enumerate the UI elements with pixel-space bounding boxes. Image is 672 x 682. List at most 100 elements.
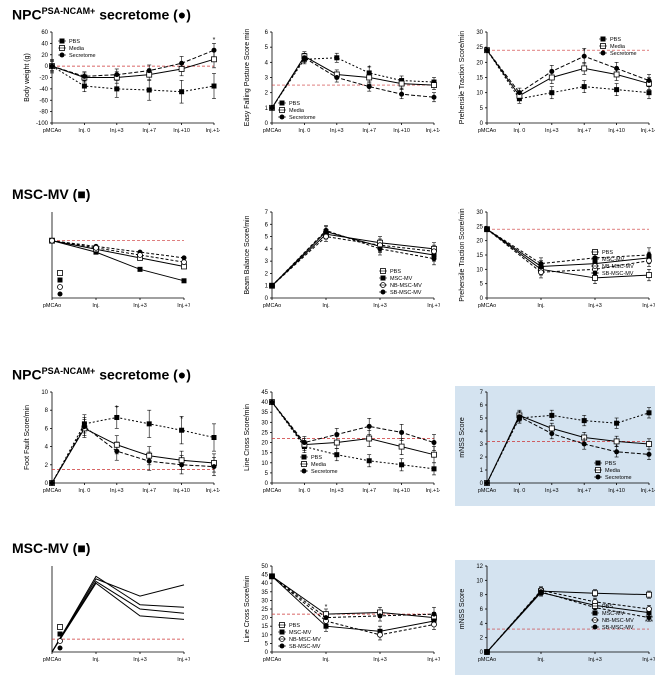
svg-text:Inj.+3: Inj.+3 [545,488,559,494]
svg-text:Inj.+7: Inj.+7 [142,488,156,494]
svg-text:6: 6 [265,30,269,36]
svg-text:Inj.+3: Inj.+3 [110,488,124,494]
svg-text:Inj. 0: Inj. 0 [298,488,310,494]
svg-text:30: 30 [476,30,483,36]
chart-r4c1: pMCAoInj.Inj.+3Inj.+7 [20,560,190,675]
chart-r3c3: 01234567pMCAoInj. 0Inj.+3Inj.+7Inj.+10In… [455,386,655,506]
svg-text:0: 0 [265,296,269,302]
chart-r4c2: 05101520253035404550pMCAoInj.Inj.+3Inj.+… [240,560,440,675]
svg-text:Inj.+3: Inj.+3 [133,657,147,663]
svg-text:Media: Media [610,44,626,50]
svg-text:25: 25 [261,607,268,613]
svg-text:Media: Media [289,108,305,114]
svg-text:6: 6 [265,222,269,228]
row1-title: NPCPSA-NCAM+ secretome (●) [12,6,191,23]
row3-title: NPCPSA-NCAM+ secretome (●) [12,366,191,383]
svg-text:pMCAo: pMCAo [263,128,281,134]
chart-svg: 051015202530pMCAoInj.Inj.+3Inj.+7Prehens… [455,206,655,316]
svg-text:Media: Media [605,468,621,474]
svg-text:Secretome: Secretome [605,475,632,481]
svg-text:Inj.+3: Inj.+3 [373,303,387,309]
svg-text:Inj.+7: Inj.+7 [427,657,440,663]
svg-text:Inj.+3: Inj.+3 [588,657,602,663]
chart-svg: 0246810pMCAoInj. 0Inj.+3Inj.+7Inj.+10Inj… [20,386,220,501]
svg-text:30: 30 [476,210,483,216]
svg-text:4: 4 [265,247,269,253]
svg-text:5: 5 [265,471,269,477]
svg-text:5: 5 [480,282,484,288]
svg-text:NB-MSC-MV: NB-MSC-MV [602,618,634,624]
svg-text:Inj.: Inj. [92,303,100,309]
svg-text:*: * [583,438,586,445]
svg-text:*: * [583,48,586,55]
svg-text:40: 40 [261,400,268,406]
svg-text:Inj.+7: Inj.+7 [362,488,376,494]
svg-text:***: *** [645,615,653,622]
svg-text:pMCAo: pMCAo [478,128,496,134]
svg-text:Foot Fault Score/min: Foot Fault Score/min [24,405,31,470]
svg-text:Secretome: Secretome [610,51,637,57]
svg-text:Inj. 0: Inj. 0 [298,128,310,134]
svg-text:30: 30 [261,598,268,604]
svg-text:Prehensile Traction Score/min: Prehensile Traction Score/min [459,31,466,124]
svg-text:Inj. 0: Inj. 0 [513,128,525,134]
svg-text:Inj.+7: Inj.+7 [427,303,440,309]
svg-text:Inj.+14: Inj.+14 [426,488,440,494]
svg-text:mNSS Score: mNSS Score [459,417,466,458]
svg-text:Inj.+7: Inj.+7 [642,657,655,663]
svg-text:Inj. 0: Inj. 0 [78,488,90,494]
svg-text:Inj.+14: Inj.+14 [641,128,655,134]
svg-text:0: 0 [45,64,49,70]
svg-text:Inj.+3: Inj.+3 [110,128,124,134]
svg-text:10: 10 [476,91,483,97]
svg-text:40: 40 [41,41,48,47]
svg-text:NB-MSC-MV: NB-MSC-MV [289,637,321,643]
row4-title: MSC-MV (■) [12,540,90,556]
svg-text:Inj.+3: Inj.+3 [588,303,602,309]
svg-text:PBS: PBS [390,269,401,275]
chart-svg: pMCAoInj.Inj.+3Inj.+7 [20,206,190,316]
svg-text:2: 2 [265,271,269,277]
svg-text:Media: Media [69,46,85,52]
chart-r1c1: -100-80-60-40-200204060pMCAoInj. 0Inj.+3… [20,26,220,146]
svg-text:25: 25 [476,45,483,51]
svg-text:Inj.+14: Inj.+14 [641,488,655,494]
svg-text:25: 25 [476,224,483,230]
svg-text:10: 10 [261,461,268,467]
svg-text:*: * [180,416,183,423]
svg-text:PBS: PBS [602,604,613,610]
svg-text:Inj.+7: Inj.+7 [142,128,156,134]
svg-text:pMCAo: pMCAo [478,488,496,494]
svg-text:25: 25 [261,430,268,436]
svg-text:PBS: PBS [311,455,322,461]
svg-text:35: 35 [261,590,268,596]
svg-text:-40: -40 [39,87,48,93]
svg-text:pMCAo: pMCAo [43,303,61,309]
svg-text:Secretome: Secretome [69,53,96,59]
chart-svg: 05101520253035404550pMCAoInj.Inj.+3Inj.+… [240,560,440,670]
chart-r1c2: 0123456pMCAoInj. 0Inj.+3Inj.+7Inj.+10Inj… [240,26,440,146]
svg-text:50: 50 [261,564,268,570]
svg-text:Easy Falling Posture Score min: Easy Falling Posture Score min [244,29,251,127]
svg-text:0: 0 [265,481,269,487]
svg-text:Prehensile Traction Score/min: Prehensile Traction Score/min [459,208,466,301]
svg-text:Inj.+7: Inj.+7 [577,128,591,134]
svg-text:Secretome: Secretome [289,115,316,121]
svg-text:MSC-MV: MSC-MV [602,257,625,263]
chart-svg: pMCAoInj.Inj.+3Inj.+7 [20,560,190,670]
svg-text:Line Cross Score/min: Line Cross Score/min [244,404,251,471]
svg-text:20: 20 [476,60,483,66]
svg-text:*: * [213,37,216,44]
svg-text:*: * [368,65,371,72]
svg-text:15: 15 [261,451,268,457]
svg-text:*: * [400,88,403,95]
chart-svg: -100-80-60-40-200204060pMCAoInj. 0Inj.+3… [20,26,220,141]
svg-text:Inj.: Inj. [537,657,545,663]
svg-text:mNSS Score: mNSS Score [459,589,466,630]
svg-text:Inj.+14: Inj.+14 [206,128,220,134]
svg-text:Inj.+10: Inj.+10 [393,488,410,494]
svg-text:pMCAo: pMCAo [263,657,281,663]
svg-text:*: * [615,444,618,451]
chart-r2c2: 01234567pMCAoInj.Inj.+3Inj.+7Beam Balanc… [240,206,440,321]
svg-text:0: 0 [480,296,484,302]
